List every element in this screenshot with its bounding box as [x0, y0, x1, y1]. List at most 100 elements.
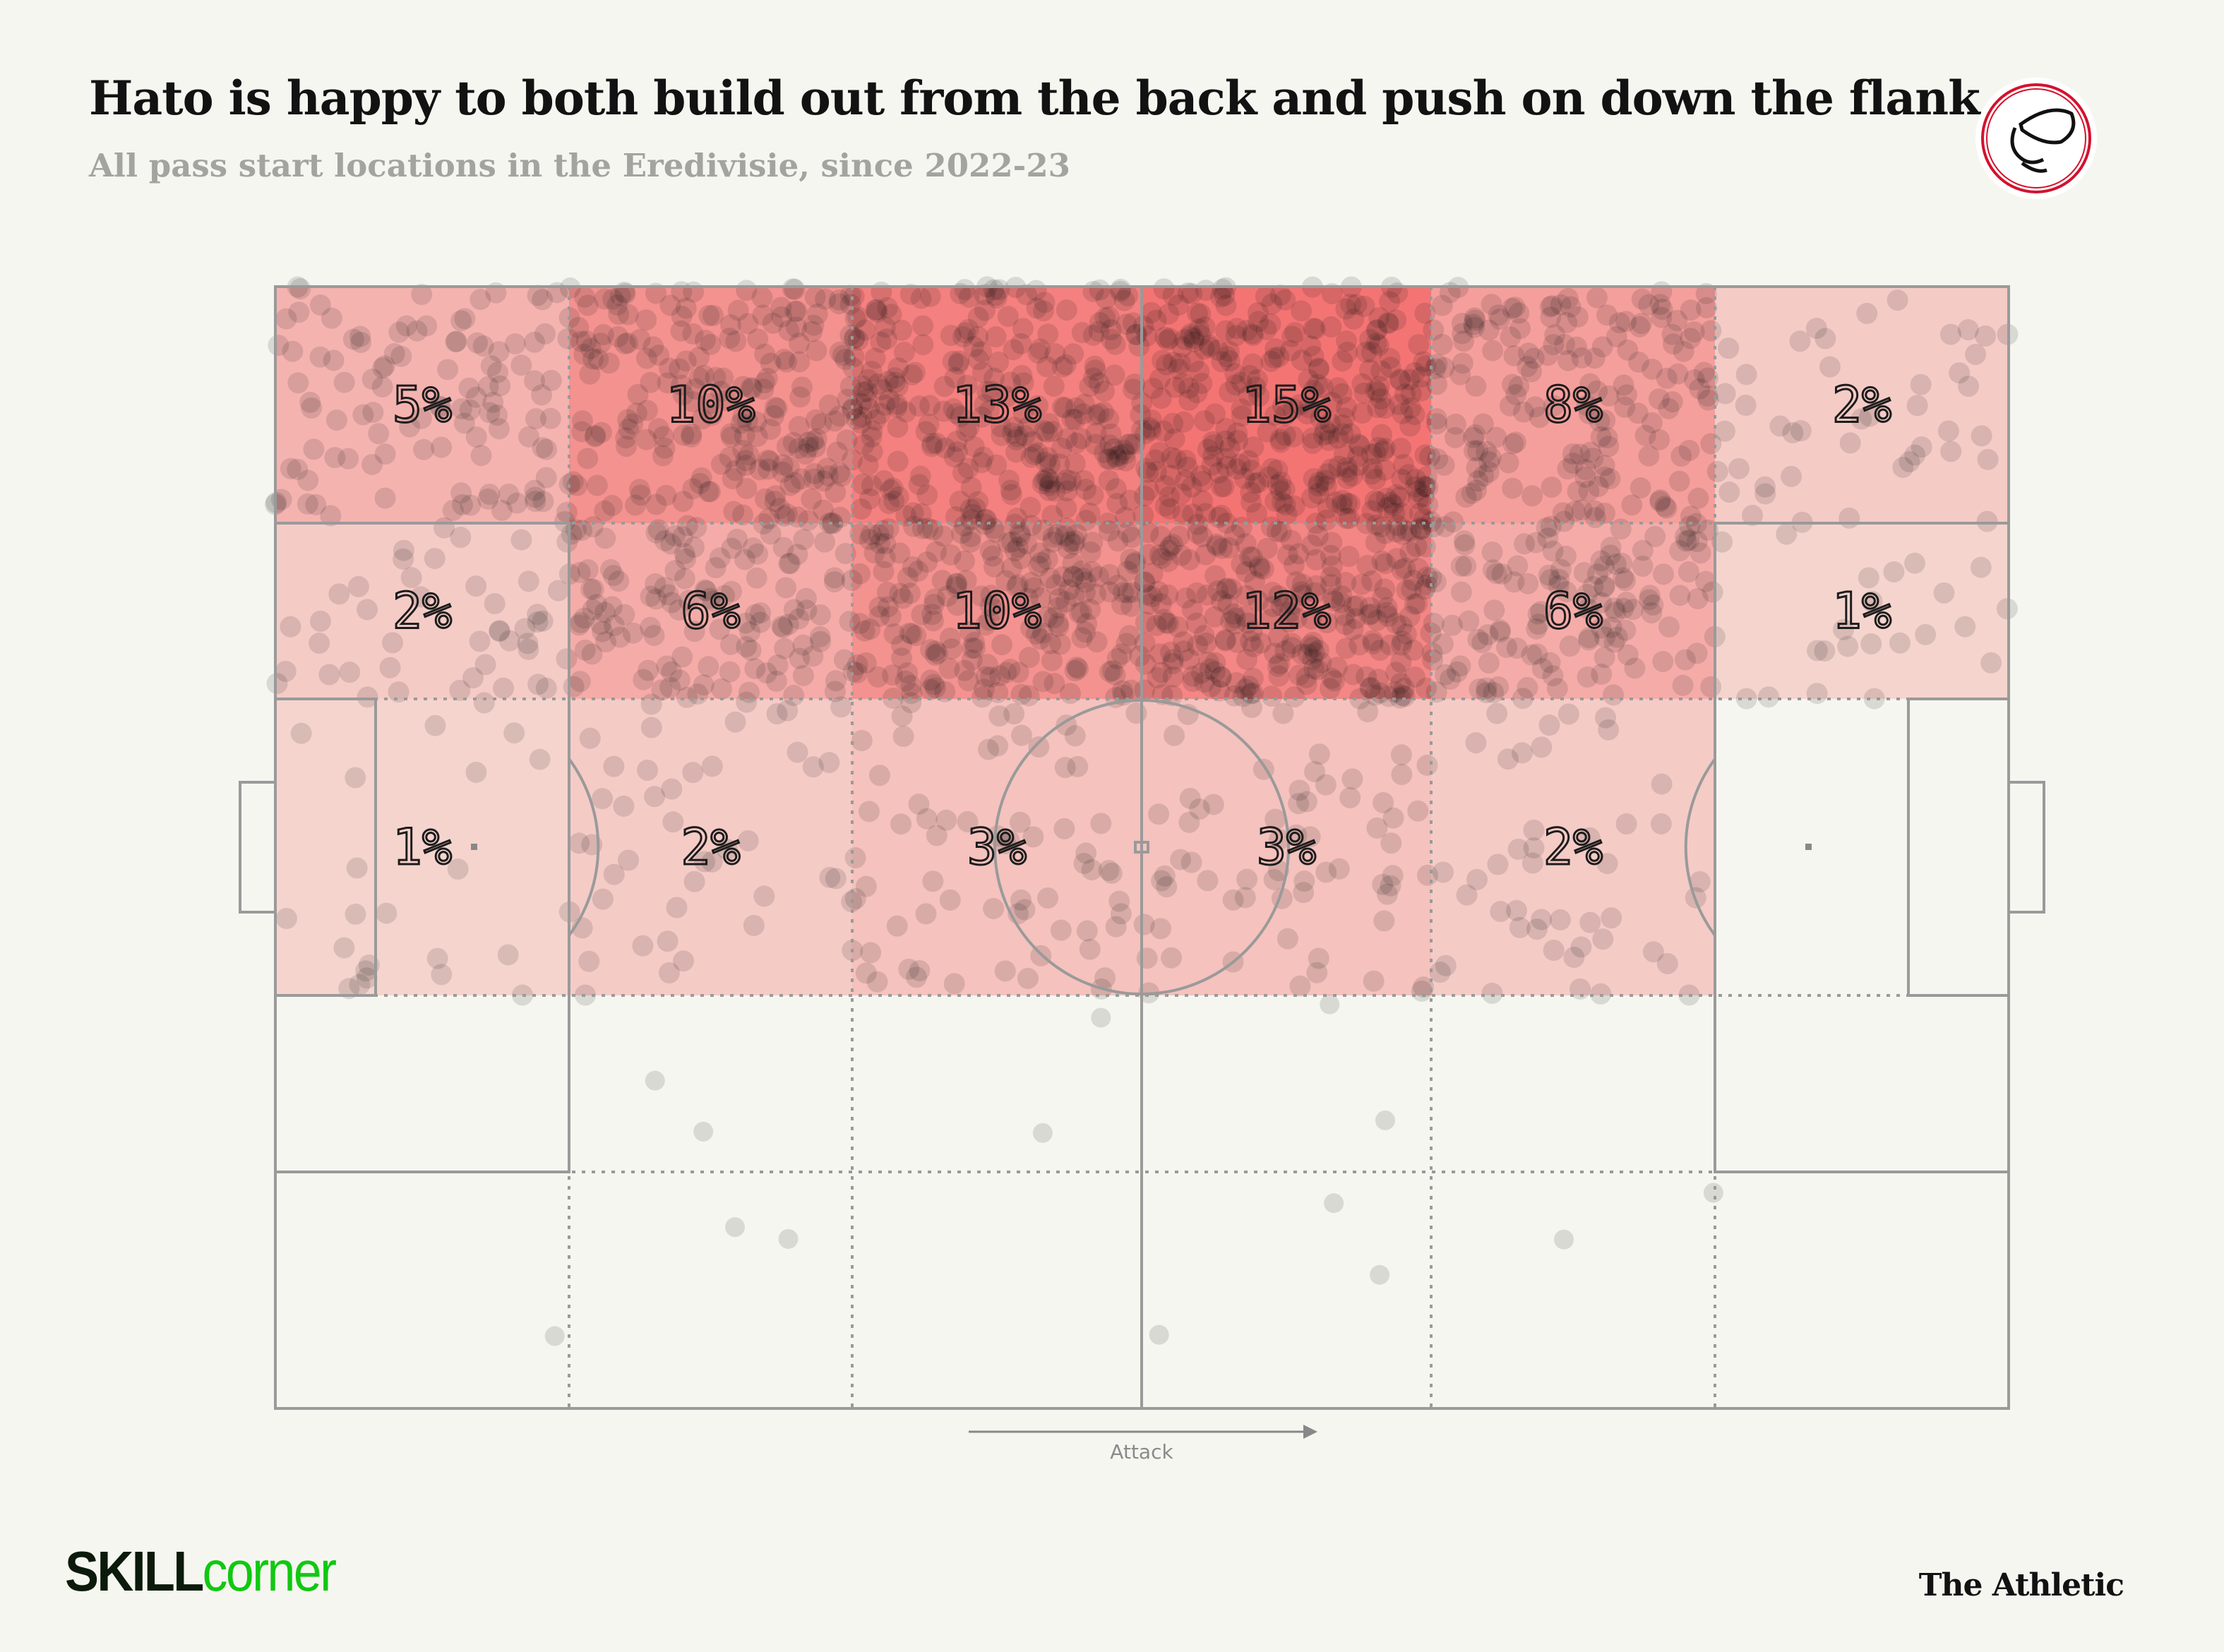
pass-dot: [486, 361, 508, 383]
pass-dot: [1084, 359, 1106, 381]
skillcorner-logo: SKILLcorner: [65, 1539, 337, 1604]
pass-dot: [450, 527, 472, 549]
pass-dot: [474, 654, 496, 676]
pass-dot: [1265, 490, 1286, 512]
pass-dot: [1358, 359, 1380, 381]
pass-dot: [613, 795, 635, 817]
pass-dot: [1043, 607, 1065, 629]
pass-dot: [985, 326, 1007, 348]
pass-dot: [299, 391, 321, 413]
pass-dot: [1238, 675, 1260, 697]
pass-dot: [830, 696, 852, 718]
pass-dot: [592, 788, 614, 810]
pass-dot: [454, 308, 476, 330]
pass-dot: [1650, 813, 1672, 834]
pass-dot: [544, 1326, 565, 1346]
pass-dot: [1521, 485, 1543, 507]
pass-dot: [579, 363, 601, 385]
pass-dot: [1037, 887, 1059, 909]
pass-dot: [1175, 587, 1197, 609]
pass-dot: [1079, 376, 1101, 397]
pass-dot: [1263, 868, 1285, 890]
pass-dot: [1060, 470, 1082, 492]
pass-dot: [918, 414, 940, 436]
pass-dot: [861, 474, 883, 496]
pass-dot: [672, 491, 694, 513]
pass-dot: [640, 717, 662, 738]
pass-dot: [1216, 455, 1238, 477]
pass-dot: [534, 323, 556, 345]
pass-dot: [1291, 573, 1313, 595]
pass-dot: [1178, 377, 1200, 399]
pass-dot: [465, 761, 487, 783]
left-goal: [239, 781, 277, 914]
pass-dot: [1539, 296, 1561, 318]
pass-dot: [804, 286, 826, 308]
pass-dot: [1523, 819, 1545, 841]
pass-dot: [465, 426, 487, 448]
pass-dot: [934, 437, 956, 459]
pass-dot: [1481, 541, 1503, 563]
pass-dot: [1094, 967, 1116, 989]
pass-dot: [413, 438, 435, 460]
pass-dot: [732, 376, 754, 397]
pass-dot: [1279, 601, 1301, 623]
pass-dot: [510, 529, 532, 551]
pass-dot: [1408, 334, 1430, 356]
pass-dot: [904, 361, 926, 383]
pass-dot: [1391, 615, 1413, 637]
pass-dot: [996, 385, 1018, 407]
pass-dot: [1404, 404, 1425, 426]
pass-dot: [818, 394, 840, 416]
pass-dot: [792, 634, 814, 656]
pass-dot: [1543, 395, 1565, 417]
pass-dot: [648, 345, 670, 366]
pass-dot: [1579, 911, 1601, 933]
pass-dot: [1711, 531, 1733, 553]
pass-dot: [275, 908, 297, 930]
pass-dot: [1335, 638, 1357, 659]
pass-dot: [699, 587, 721, 609]
pass-dot: [1718, 337, 1740, 359]
pass-dot: [1075, 621, 1096, 643]
pass-dot: [1213, 476, 1235, 498]
pass-dot: [431, 436, 453, 458]
pass-dot: [518, 570, 539, 592]
pass-dot: [979, 594, 1001, 616]
pass-dot: [778, 553, 800, 575]
pass-dot: [346, 857, 368, 879]
pass-dot: [842, 661, 864, 683]
pass-dot: [1001, 557, 1023, 579]
pass-dot: [1030, 551, 1052, 573]
pass-dot: [1339, 786, 1361, 808]
pass-dot: [719, 328, 741, 349]
pass-dot: [1394, 557, 1416, 579]
pass-dot: [1499, 395, 1521, 417]
pass-dot: [324, 447, 346, 469]
pass-dot: [1696, 297, 1718, 319]
pass-dot: [1517, 573, 1539, 594]
pass-dot: [1814, 640, 1836, 662]
pass-dot: [1010, 889, 1032, 911]
pass-dot: [911, 604, 933, 626]
pass-dot: [1933, 582, 1955, 604]
pass-dot: [1054, 397, 1076, 419]
pass-dot: [1164, 724, 1185, 746]
pass-dot: [772, 617, 794, 639]
pass-dot: [1240, 697, 1262, 719]
pass-dot: [1594, 409, 1616, 431]
pass-dot: [818, 752, 840, 774]
pass-dot: [1236, 868, 1258, 890]
pass-dot: [1608, 312, 1630, 334]
pass-dot: [1162, 285, 1184, 306]
pass-dot: [945, 573, 967, 594]
pass-dot: [792, 664, 814, 686]
pass-dot: [710, 453, 732, 475]
pass-dot: [470, 445, 492, 467]
pass-dot: [736, 691, 758, 713]
pass-dot: [333, 937, 355, 959]
pass-dot: [1136, 947, 1158, 969]
pitch-markings: [239, 285, 2045, 1410]
pass-dot: [581, 643, 603, 665]
pass-dot: [861, 420, 883, 442]
